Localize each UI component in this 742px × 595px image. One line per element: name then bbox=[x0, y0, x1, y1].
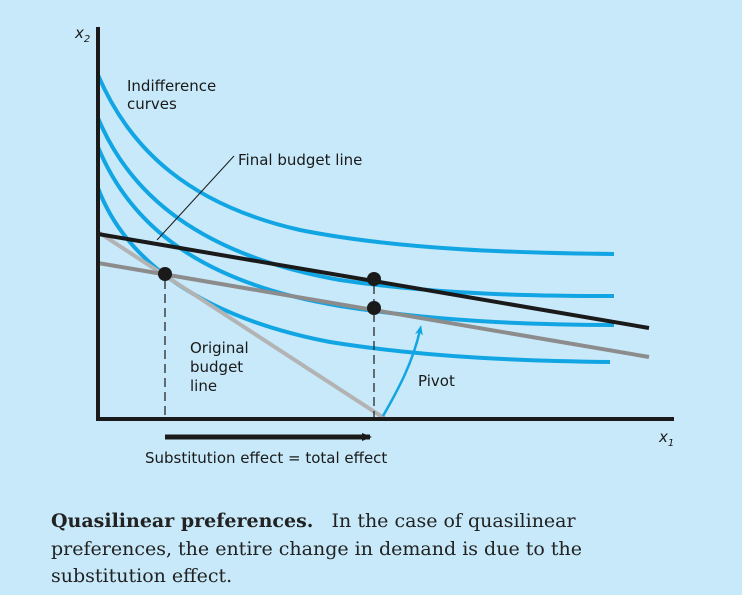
quasilinear-preferences-diagram: x2 x1 Indifference curves Final budget l… bbox=[74, 24, 674, 467]
figure-caption: Quasilinear preferences. In the case of … bbox=[51, 508, 691, 591]
indifference-curves-label-line1: Indifference bbox=[127, 77, 216, 95]
original-budget-line-label-line3: line bbox=[190, 377, 217, 395]
y-axis-label: x2 bbox=[74, 24, 90, 45]
final-budget-line-label: Final budget line bbox=[238, 151, 362, 169]
caption-title: Quasilinear preferences. bbox=[51, 510, 314, 532]
x-axis-label: x1 bbox=[658, 428, 674, 449]
final-optimum-point bbox=[367, 272, 381, 286]
original-budget-line-label-line2: budget bbox=[190, 358, 243, 376]
compensated-optimum-point bbox=[367, 301, 381, 315]
original-optimum-point bbox=[158, 267, 172, 281]
indifference-curve-2 bbox=[96, 117, 615, 298]
final-budget-pointer bbox=[156, 155, 235, 241]
pivot-arrow bbox=[381, 325, 423, 417]
indifference-curves bbox=[96, 74, 615, 364]
pivot-label: Pivot bbox=[418, 372, 455, 390]
substitution-effect-label: Substitution effect = total effect bbox=[145, 449, 387, 467]
caption-body: In the case of quasilinear preferences, … bbox=[51, 510, 582, 587]
indifference-curve-4 bbox=[96, 187, 611, 364]
original-budget-line bbox=[96, 230, 389, 422]
original-budget-line-label-line1: Original bbox=[190, 339, 249, 357]
indifference-curves-label-line2: curves bbox=[127, 95, 177, 113]
indifference-curve-1 bbox=[96, 74, 615, 256]
